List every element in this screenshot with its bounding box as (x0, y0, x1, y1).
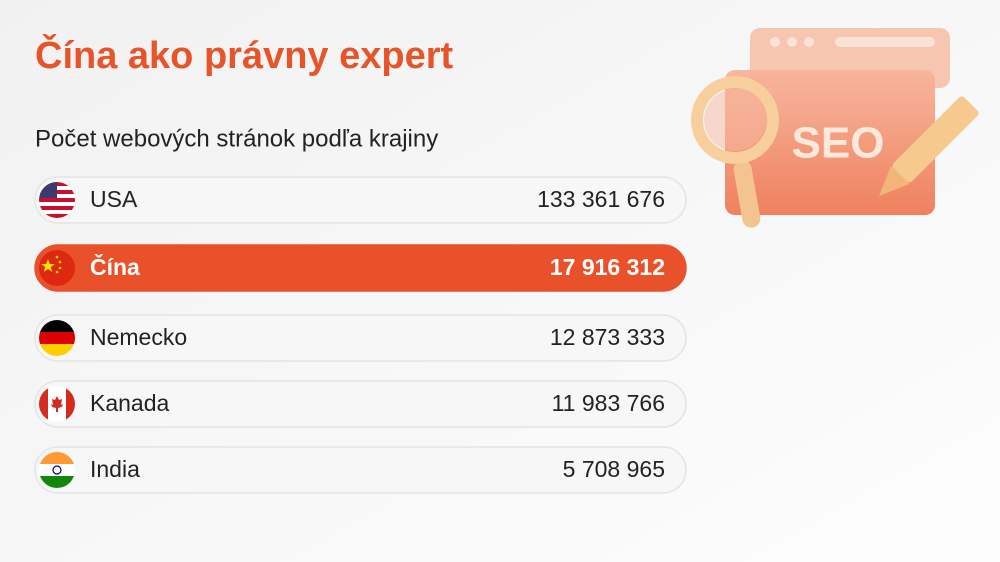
seo-label: SEO (792, 119, 885, 168)
table-row: Kanada 11 983 766 (34, 380, 687, 428)
flag-usa (39, 182, 75, 218)
row-background (34, 380, 687, 428)
flag-germany (39, 320, 75, 356)
table-row: USA 133 361 676 (34, 176, 687, 224)
country: Kanada (90, 390, 170, 416)
row-background (34, 314, 687, 362)
country: USA (90, 186, 138, 212)
title: Čína ako právny expert (35, 32, 454, 77)
country: Čína (90, 253, 140, 280)
count: 5 708 965 (563, 456, 665, 482)
flag-india (39, 452, 75, 488)
table-row: Nemecko 12 873 333 (34, 314, 687, 362)
row-background (34, 446, 687, 494)
flag-canada (39, 386, 75, 422)
count: 12 873 333 (550, 324, 665, 350)
count: 133 361 676 (537, 186, 665, 212)
magnifier (691, 76, 779, 228)
window-front (725, 70, 935, 215)
flag-china (39, 250, 75, 286)
row-background (34, 244, 687, 292)
table-row: India 5 708 965 (34, 446, 687, 494)
seo-illustration: SEO (691, 28, 979, 228)
table-row: Čína 17 916 312 (34, 244, 687, 292)
country: Nemecko (90, 324, 187, 350)
row-background (34, 176, 687, 224)
count: 11 983 766 (552, 390, 665, 416)
count: 17 916 312 (550, 254, 665, 280)
caption: Počet webových stránok podľa krajiny (35, 125, 438, 152)
country: India (90, 456, 140, 482)
pencil (879, 96, 979, 196)
